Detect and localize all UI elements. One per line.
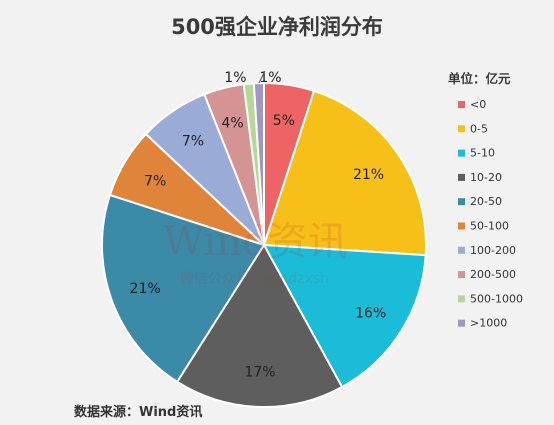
legend-label-1: 0-5	[470, 122, 488, 135]
data-label-0: 5%	[273, 113, 295, 129]
pie-data-labels: 5% 21% 16% 17% 21% 7% 7% 4% 1% 1%	[130, 70, 387, 380]
unit-label: 单位：亿元	[448, 71, 511, 86]
data-label-4: 21%	[130, 281, 161, 297]
pie-slice-4	[101, 193, 266, 384]
chart-title: 500强企业净利润分布	[171, 15, 383, 39]
data-label-3: 17%	[244, 364, 275, 380]
legend-label-2: 5-10	[470, 147, 495, 160]
pie-slices	[101, 81, 427, 408]
legend-label-7: 200-500	[470, 268, 516, 281]
data-label-2: 16%	[355, 306, 386, 322]
pie-slice-1	[262, 89, 427, 257]
source-note: 数据来源：Wind资讯	[74, 404, 202, 420]
data-label-1: 21%	[353, 167, 384, 183]
legend-label-5: 50-100	[470, 220, 509, 233]
legend-label-8: 500-1000	[470, 292, 523, 305]
legend-label-4: 20-50	[470, 195, 502, 208]
legend-label-6: 100-200	[470, 244, 516, 257]
leader-line	[258, 70, 266, 84]
data-label-6: 7%	[182, 134, 204, 150]
legend-swatch-5	[458, 222, 465, 230]
legend-swatch-8	[458, 295, 465, 303]
legend-swatch-9	[458, 319, 465, 327]
watermark-logo: Wind资讯	[163, 219, 348, 265]
data-label-8: 1%	[224, 70, 246, 86]
legend-swatch-0	[458, 101, 465, 108]
data-label-9: 1%	[259, 70, 281, 86]
data-label-7: 4%	[221, 116, 243, 132]
pie-slice-2	[262, 243, 427, 389]
data-label-5: 7%	[144, 174, 166, 190]
legend-swatch-7	[458, 271, 465, 279]
legend-label-9: >1000	[470, 317, 507, 330]
legend-label-3: 10-20	[470, 171, 502, 184]
watermark-subtitle: 微信公众号：windzxsh	[180, 271, 329, 287]
legend-swatch-1	[458, 125, 465, 133]
legend-label-0: <0	[470, 98, 486, 111]
legend-swatch-6	[458, 246, 465, 254]
legend-swatch-2	[458, 149, 465, 157]
legend-swatch-4	[458, 198, 465, 206]
legend: <0 0-5 5-10 10-20 20-50 50-100 100-200 200-500 5…	[458, 98, 523, 330]
pie-slice-3	[175, 243, 344, 408]
legend-swatch-3	[458, 173, 465, 181]
